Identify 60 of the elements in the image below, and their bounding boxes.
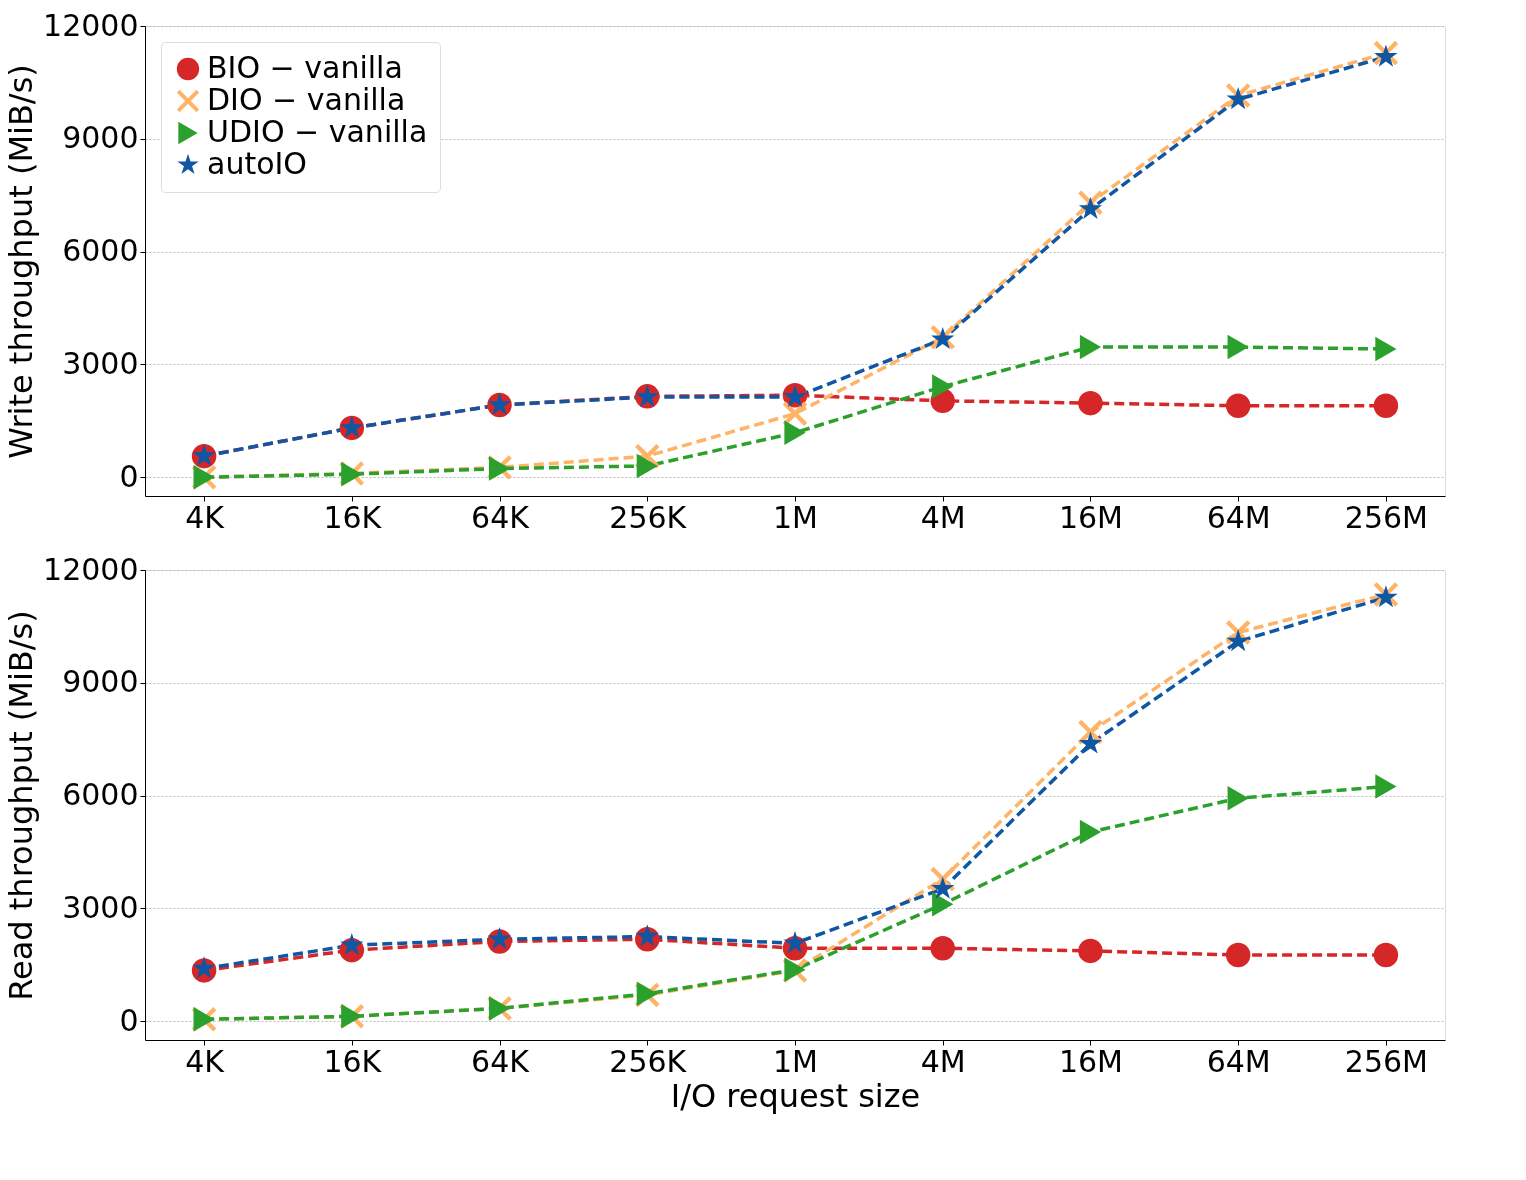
y-axis-title: Read throughput (MiB/s) bbox=[2, 610, 41, 1001]
y-tick-label: 9000 bbox=[62, 664, 139, 700]
point bbox=[1227, 785, 1249, 811]
point bbox=[1078, 938, 1103, 964]
y-tick-label: 9000 bbox=[62, 120, 139, 156]
y-tick-label: 0 bbox=[119, 1002, 139, 1038]
point bbox=[1225, 393, 1251, 418]
point bbox=[1373, 393, 1399, 418]
x-tick-label: 256K bbox=[609, 499, 688, 535]
x-tick-label: 1M bbox=[773, 499, 818, 535]
y-tick-label: 12000 bbox=[43, 551, 139, 587]
y-tick-label: 6000 bbox=[62, 233, 139, 269]
point bbox=[783, 931, 807, 954]
point bbox=[1079, 334, 1102, 360]
x-tick-label: 256K bbox=[609, 1043, 688, 1079]
x-tick-label: 256M bbox=[1344, 1043, 1428, 1079]
point bbox=[340, 933, 364, 956]
point bbox=[636, 453, 658, 479]
x-tick-label: 4M bbox=[920, 499, 966, 535]
y-tick-label: 3000 bbox=[62, 889, 139, 925]
y-tick-label: 0 bbox=[119, 458, 139, 494]
y-tick-label: 6000 bbox=[62, 777, 139, 813]
point bbox=[1079, 819, 1102, 845]
x-tick-label: 16M bbox=[1058, 1043, 1123, 1079]
point bbox=[1227, 334, 1249, 360]
legend-label: autoIO bbox=[207, 146, 307, 181]
point bbox=[1375, 336, 1397, 362]
legend-label: DIO − vanilla bbox=[207, 82, 406, 117]
point bbox=[782, 401, 808, 426]
x-tick-label: 4K bbox=[185, 1043, 226, 1079]
x-tick-label: 64K bbox=[471, 1043, 531, 1079]
point bbox=[784, 420, 806, 446]
point bbox=[1078, 196, 1103, 220]
point bbox=[931, 876, 955, 899]
legend-label: BIO − vanilla bbox=[207, 50, 403, 85]
point bbox=[1078, 731, 1103, 754]
y-tick-label: 3000 bbox=[62, 345, 139, 381]
point bbox=[635, 924, 659, 947]
x-tick-label: 16K bbox=[323, 499, 383, 535]
y-axis-title: Write throughput (MiB/s) bbox=[2, 64, 41, 459]
x-tick-label: 4K bbox=[185, 499, 226, 535]
legend-label: UDIO − vanilla bbox=[207, 114, 428, 149]
point bbox=[1375, 774, 1397, 799]
x-tick-label: 64M bbox=[1206, 499, 1271, 535]
point bbox=[1373, 942, 1399, 968]
x-tick-label: 256M bbox=[1344, 499, 1428, 535]
x-tick-label: 64K bbox=[471, 499, 531, 535]
point bbox=[930, 936, 955, 961]
point bbox=[1225, 942, 1251, 968]
point bbox=[1078, 390, 1103, 416]
x-tick-label: 16K bbox=[323, 1043, 383, 1079]
x-tick-label: 1M bbox=[773, 1043, 818, 1079]
x-tick-label: 64M bbox=[1206, 1043, 1271, 1079]
y-tick-label: 12000 bbox=[43, 7, 139, 43]
x-tick-label: 16M bbox=[1058, 499, 1123, 535]
x-tick-label: 4M bbox=[920, 1043, 966, 1079]
point bbox=[1226, 629, 1250, 652]
point bbox=[932, 374, 954, 399]
point bbox=[932, 892, 954, 917]
x-axis-title: I/O request size bbox=[670, 1076, 921, 1115]
